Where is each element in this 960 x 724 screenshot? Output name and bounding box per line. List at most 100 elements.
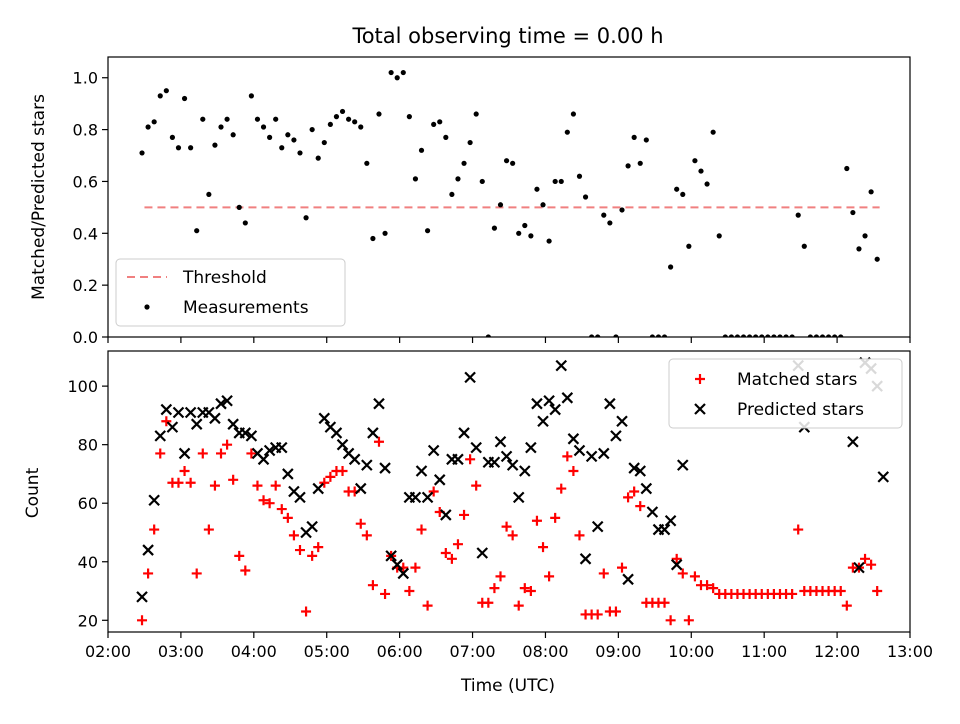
data-point — [860, 553, 871, 564]
bottom-x-tick-label: 02:00 — [85, 642, 131, 661]
data-point — [267, 134, 273, 140]
data-point — [367, 580, 378, 591]
data-point — [655, 334, 662, 337]
bottom-x-tick-label: 10:00 — [668, 642, 714, 661]
data-point — [248, 93, 254, 99]
data-point — [537, 415, 549, 428]
data-point — [294, 545, 305, 556]
data-point — [567, 433, 580, 445]
data-point — [531, 397, 543, 410]
data-point — [629, 486, 640, 497]
data-point — [319, 477, 330, 488]
data-point — [658, 523, 671, 536]
data-point — [282, 512, 293, 523]
data-point — [589, 334, 595, 337]
data-point — [318, 412, 331, 425]
data-point — [704, 181, 710, 187]
data-point — [591, 520, 604, 533]
data-point — [671, 553, 682, 564]
bottom-x-tick-label: 03:00 — [158, 642, 204, 661]
data-point — [558, 178, 564, 185]
data-point — [568, 466, 579, 477]
data-point — [556, 483, 567, 494]
data-point — [832, 334, 838, 337]
data-point — [564, 129, 570, 135]
data-point — [151, 119, 157, 125]
data-point — [525, 586, 536, 597]
data-point — [519, 583, 530, 594]
data-point — [446, 553, 457, 564]
data-point — [825, 334, 832, 337]
data-point — [674, 186, 680, 192]
data-point — [440, 509, 452, 521]
data-point — [582, 194, 589, 200]
data-point — [689, 571, 700, 582]
data-point — [154, 430, 167, 442]
data-point — [352, 119, 358, 125]
data-point — [753, 334, 759, 337]
bottom-y-tick-label: 60 — [78, 494, 98, 513]
data-point — [145, 124, 151, 130]
data-point — [361, 459, 373, 471]
data-point — [610, 606, 621, 617]
data-point — [585, 450, 598, 463]
top-series-measurements — [139, 69, 880, 337]
data-point — [777, 334, 783, 337]
data-point — [610, 430, 622, 442]
data-point — [361, 530, 372, 541]
data-point — [628, 462, 640, 474]
data-point — [787, 588, 798, 599]
data-point — [740, 334, 747, 337]
data-point — [437, 119, 443, 125]
data-point — [665, 615, 676, 626]
data-point — [427, 444, 440, 457]
data-point — [348, 453, 361, 466]
data-point — [380, 588, 391, 599]
bottom-x-tick-label: 13:00 — [887, 642, 933, 661]
data-point — [155, 448, 166, 459]
legend-matched-label: Matched stars — [737, 370, 857, 390]
data-point — [325, 471, 336, 482]
data-point — [307, 550, 318, 561]
data-point — [783, 334, 789, 337]
data-point — [485, 334, 491, 337]
bottom-y-tick-label: 100 — [67, 377, 98, 396]
x-axis-label: Time (UTC) — [460, 676, 555, 696]
data-point — [264, 498, 275, 509]
data-point — [464, 371, 476, 384]
data-point — [339, 108, 346, 115]
data-point — [276, 504, 287, 515]
data-point — [260, 124, 267, 130]
top-y-tick-label: 0.0 — [73, 328, 98, 347]
data-point — [534, 186, 540, 192]
data-point — [619, 207, 625, 213]
data-point — [795, 212, 801, 218]
data-point — [668, 264, 674, 270]
data-point — [236, 204, 242, 210]
data-point — [285, 132, 291, 138]
data-point — [148, 494, 160, 507]
data-point — [200, 116, 206, 122]
data-point — [382, 230, 388, 236]
data-point — [716, 233, 722, 239]
data-point — [234, 550, 245, 561]
data-point — [549, 403, 561, 416]
data-point — [623, 492, 634, 503]
data-point — [355, 518, 366, 529]
data-point — [406, 114, 412, 120]
data-point — [483, 597, 494, 608]
data-point — [354, 482, 367, 495]
data-point — [263, 444, 276, 457]
data-point — [246, 448, 257, 459]
bottom-x-tick-label: 12:00 — [814, 642, 860, 661]
data-point — [866, 559, 877, 570]
data-point — [491, 225, 498, 231]
data-point — [288, 530, 299, 541]
data-point — [573, 444, 586, 457]
data-point — [173, 477, 184, 488]
data-point — [418, 147, 425, 153]
top-y-tick-label: 0.8 — [73, 121, 98, 140]
data-point — [222, 439, 233, 450]
data-point — [643, 137, 649, 143]
data-point — [313, 542, 324, 553]
